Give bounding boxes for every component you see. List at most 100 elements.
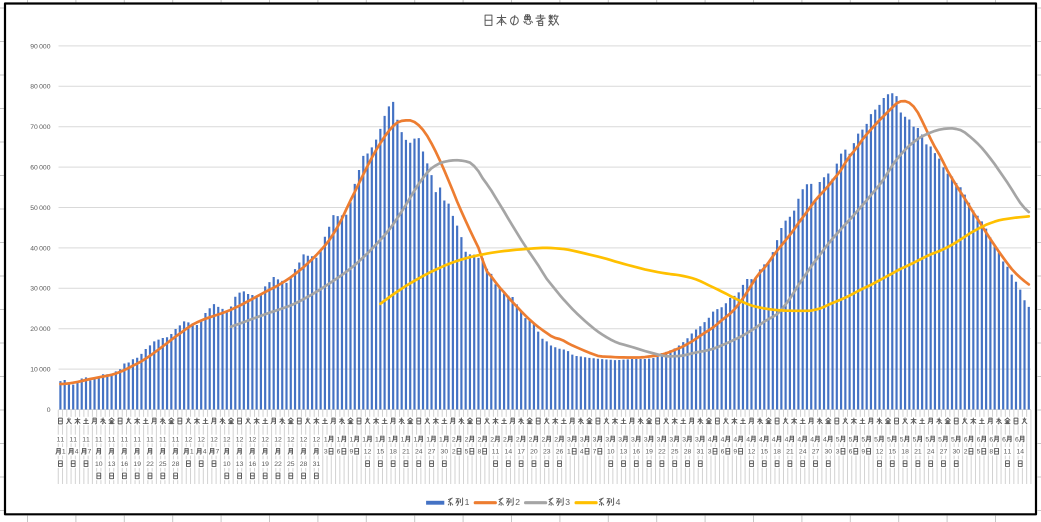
svg-text:3: 3 [836,449,840,456]
svg-text:2: 2 [291,436,295,443]
svg-text:1: 1 [176,436,180,443]
svg-text:3: 3 [547,449,551,456]
svg-text:2: 2 [278,461,282,468]
svg-text:1: 1 [567,449,571,456]
svg-text:1: 1 [761,449,765,456]
svg-text:1: 1 [99,436,103,443]
svg-text:8: 8 [777,449,781,456]
svg-text:2: 2 [172,461,176,468]
svg-text:8: 8 [688,449,692,456]
svg-text:1: 1 [249,461,253,468]
svg-text:8: 8 [989,449,993,456]
svg-text:1: 1 [236,436,240,443]
svg-text:4: 4 [75,449,79,456]
svg-text:4: 4 [746,436,750,443]
svg-text:6: 6 [964,436,968,443]
svg-text:3: 3 [697,449,701,456]
svg-text:9: 9 [733,449,737,456]
svg-text:1: 1 [316,461,320,468]
svg-text:4: 4 [508,449,512,456]
svg-text:5: 5 [892,449,896,456]
svg-text:3: 3 [669,436,673,443]
svg-text:2: 2 [428,449,432,456]
svg-text:3: 3 [324,449,328,456]
svg-text:1: 1 [300,436,304,443]
svg-text:5: 5 [764,449,768,456]
svg-text:2: 2 [287,461,291,468]
svg-text:30 000: 30 000 [30,286,50,293]
svg-text:2: 2 [515,497,520,507]
svg-text:1: 1 [73,436,77,443]
svg-text:8: 8 [477,449,481,456]
svg-text:7: 7 [593,449,597,456]
svg-text:3: 3 [567,436,571,443]
svg-text:1: 1 [185,436,189,443]
svg-text:6: 6 [124,461,128,468]
svg-text:1: 1 [362,436,366,443]
svg-text:1: 1 [108,461,112,468]
svg-text:4: 4 [797,436,801,443]
svg-text:9: 9 [649,449,653,456]
svg-text:2: 2 [516,436,520,443]
svg-text:4: 4 [419,449,423,456]
svg-text:3: 3 [618,436,622,443]
svg-text:2: 2 [452,436,456,443]
svg-text:4: 4 [580,449,584,456]
svg-text:1: 1 [349,436,353,443]
svg-text:1: 1 [57,436,61,443]
svg-text:1: 1 [389,449,393,456]
svg-text:2: 2 [300,461,304,468]
svg-text:5: 5 [380,449,384,456]
svg-text:3: 3 [631,436,635,443]
svg-text:1: 1 [633,449,637,456]
svg-text:1: 1 [95,461,99,468]
svg-text:2: 2 [465,436,469,443]
svg-text:1: 1 [496,449,500,456]
svg-text:2: 2 [503,436,507,443]
svg-text:2: 2 [658,449,662,456]
svg-text:1: 1 [517,449,521,456]
svg-text:1: 1 [108,436,112,443]
svg-text:3: 3 [593,436,597,443]
svg-text:1: 1 [901,449,905,456]
svg-text:4: 4 [823,436,827,443]
svg-text:1: 1 [190,449,194,456]
svg-text:4: 4 [721,436,725,443]
svg-text:1: 1 [223,461,227,468]
svg-text:5: 5 [951,436,955,443]
svg-text:2: 2 [278,436,282,443]
svg-text:2: 2 [752,449,756,456]
svg-text:7: 7 [215,449,219,456]
svg-text:1: 1 [364,449,368,456]
svg-text:1: 1 [313,436,317,443]
svg-text:7: 7 [815,449,819,456]
svg-text:7: 7 [943,449,947,456]
svg-text:3: 3 [580,436,584,443]
svg-text:1: 1 [82,436,86,443]
svg-text:1: 1 [700,449,704,456]
svg-text:1: 1 [249,436,253,443]
svg-text:5: 5 [861,436,865,443]
svg-text:1: 1 [274,436,278,443]
svg-text:3: 3 [682,436,686,443]
svg-text:1: 1 [159,436,163,443]
svg-text:3: 3 [708,449,712,456]
svg-text:6: 6 [636,449,640,456]
svg-text:1: 1 [748,449,752,456]
svg-text:3: 3 [441,449,445,456]
svg-text:1: 1 [505,449,509,456]
svg-text:1: 1 [172,436,176,443]
svg-text:1: 1 [401,436,405,443]
svg-text:5: 5 [849,436,853,443]
svg-text:1: 1 [426,436,430,443]
svg-text:40 000: 40 000 [30,245,50,252]
svg-text:0: 0 [611,449,615,456]
svg-text:2: 2 [477,436,481,443]
svg-text:6: 6 [721,449,725,456]
svg-text:80 000: 80 000 [30,84,50,91]
svg-text:2: 2 [415,449,419,456]
svg-text:5: 5 [836,436,840,443]
svg-text:1: 1 [790,449,794,456]
svg-text:6: 6 [989,436,993,443]
svg-text:1: 1 [1016,449,1020,456]
